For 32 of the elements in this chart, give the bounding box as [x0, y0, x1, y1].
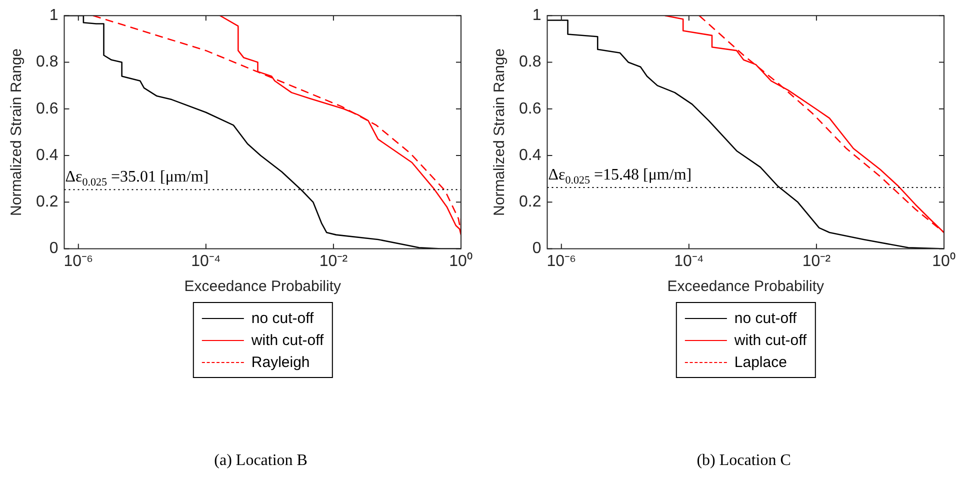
x-axis-title: Exceedance Probability — [667, 278, 824, 296]
y-tick-label: 0.6 — [36, 100, 58, 118]
x-tick-label: 10⁰ — [449, 252, 473, 270]
legend-label: Laplace — [734, 354, 787, 370]
x-tick-label: 10⁻² — [802, 252, 832, 270]
y-tick-label: 0.8 — [36, 54, 58, 71]
y-tick-label: 0.8 — [518, 54, 542, 71]
y-tick-label: 1 — [49, 7, 58, 24]
legend-label: no cut-off — [251, 310, 314, 326]
y-tick-label: 0.4 — [36, 146, 58, 164]
x-tick-label: 10⁻⁴ — [674, 252, 704, 270]
y-axis-title: Normalized Strain Range — [491, 48, 508, 216]
x-tick-label: 10⁻² — [319, 252, 348, 270]
y-tick-label: 1 — [532, 7, 542, 24]
x-axis-title: Exceedance Probability — [184, 278, 342, 296]
legend-label: no cut-off — [734, 310, 797, 326]
text: (a) Location B — [213, 452, 308, 470]
x-tick-label: 10⁻⁶ — [64, 252, 94, 270]
legend-label: with cut-off — [251, 332, 324, 348]
y-tick-label: 0 — [49, 240, 58, 258]
x-tick-label: 10⁻⁴ — [191, 252, 221, 270]
x-tick-label: 10⁻⁶ — [546, 252, 576, 270]
x-tick-label: 10⁰ — [932, 252, 956, 270]
y-tick-label: 0 — [532, 240, 542, 258]
legend-label: Rayleigh — [251, 354, 310, 370]
y-axis-title: Normalized Strain Range — [8, 48, 26, 216]
y-tick-label: 0.2 — [518, 194, 542, 211]
y-tick-label: 0.6 — [518, 100, 542, 118]
text: (b) Location C — [696, 452, 792, 470]
legend-label: with cut-off — [734, 332, 807, 348]
y-tick-label: 0.2 — [36, 194, 58, 211]
y-tick-label: 0.4 — [518, 146, 542, 164]
